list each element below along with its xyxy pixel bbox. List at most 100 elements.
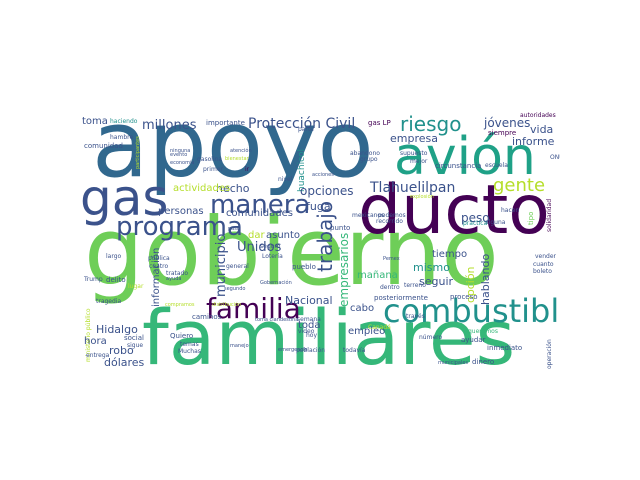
word-cabo: cabo <box>350 303 375 314</box>
word-gente: gente <box>493 175 546 196</box>
word-general: general <box>226 263 249 270</box>
word-pueblo: pueblo <box>292 263 316 271</box>
word-riesgo: riesgo <box>400 112 462 136</box>
word-empresa: empresa <box>390 132 438 145</box>
word-queremos: queremos <box>468 328 498 335</box>
word-informe: informe <box>512 135 555 148</box>
word-comunidad: comunidad <box>84 142 123 150</box>
word-manejo: manejo <box>230 343 249 349</box>
word-alguna: alguna <box>485 219 506 226</box>
word-largo: largo <box>106 253 122 260</box>
word-operacion: operación <box>546 339 553 369</box>
word-emergencia: emergencia <box>278 347 308 353</box>
word-podemos: podemos <box>378 212 406 219</box>
word-ayuda: ayuda <box>166 276 182 282</box>
word-punto: punto <box>330 224 351 232</box>
word-hablando: hablando <box>479 253 492 305</box>
word-robo: robo <box>109 344 134 357</box>
word-comunidades: comunidades <box>226 208 293 219</box>
word-publica: pública <box>148 255 170 262</box>
word-sigue: sigue <box>127 342 144 349</box>
word-dentro: dentro <box>380 284 400 291</box>
word-ayudar: ayudar <box>461 336 486 344</box>
word-terreno: terreno <box>404 282 426 289</box>
word-solidaridad: solidaridad <box>546 198 553 232</box>
word-participantes: participantes <box>135 136 141 169</box>
word-parte: parte <box>298 126 314 133</box>
word-social: social <box>124 334 144 342</box>
word-segundo: segundo <box>224 286 246 292</box>
word-evento: evento <box>170 152 188 158</box>
word-combustible: combustible <box>383 292 560 330</box>
word-gasolina: gasolina <box>197 156 223 163</box>
word-toma: toma <box>82 116 108 127</box>
word-seguir: seguir <box>419 275 454 288</box>
word-tlahuelilpan: Tlahuelilpan <box>370 180 456 196</box>
word-dolares: dólares <box>104 356 145 369</box>
word-practica: práctica <box>463 220 488 227</box>
word-cuatro: cuatro <box>149 263 169 270</box>
word-cloud: apoyo gobierno familiares ducto avión ga… <box>80 107 560 373</box>
word-escuela: escuela <box>485 162 508 169</box>
word-fuga: fuga <box>306 200 331 213</box>
word-ir: ir <box>245 166 250 173</box>
word-jovenes: jóvenes <box>484 116 531 130</box>
word-recorrido: recorrido <box>376 218 403 225</box>
word-mexicanos: mexicanos <box>352 212 385 219</box>
word-boleto: boleto <box>533 268 552 275</box>
word-acciones: acciones <box>312 172 334 178</box>
word-familia: familia <box>206 292 301 325</box>
word-gas: gas <box>80 169 169 227</box>
word-dinero: dinero <box>472 358 495 366</box>
word-entrega: entrega <box>86 352 110 359</box>
word-importante: importante <box>206 119 245 127</box>
word-proteccion-civil: Protección Civil <box>248 116 356 132</box>
word-actividades: actividades <box>173 183 231 194</box>
word-temas: temas <box>180 341 199 348</box>
word-compramos: compramos <box>165 302 195 308</box>
word-muchas: Muchas <box>178 348 201 355</box>
word-semana: semana <box>297 316 321 323</box>
word-familiares: familiares <box>142 293 516 374</box>
word-nacional: Nacional <box>285 294 333 307</box>
word-siempre: siempre <box>488 129 517 137</box>
word-tiempo: tiempo <box>432 249 468 260</box>
word-hacen: hacen <box>501 207 520 214</box>
word-manera: manera <box>210 190 311 220</box>
word-haciendo: haciendo <box>110 118 138 125</box>
word-unidos: Unidos <box>237 240 282 255</box>
word-empleo: empleo <box>348 326 386 337</box>
word-gas-lp: gas LP <box>368 119 391 127</box>
word-hambre: hambre <box>110 134 134 141</box>
word-delito: delito <box>106 276 126 284</box>
word-manana: mañana <box>357 270 398 281</box>
word-poblacion: población <box>296 347 326 354</box>
word-caminos: caminos <box>192 313 222 321</box>
word-autoridades: autoridades <box>520 112 556 119</box>
word-primer: primer <box>203 166 223 173</box>
word-nivel: nivel <box>278 176 293 183</box>
word-municipales: municipales <box>438 360 469 366</box>
word-tratado: tratado <box>166 270 189 277</box>
word-traves: través <box>406 313 425 320</box>
word-tome-clandestina: toma clandestina <box>255 317 299 323</box>
word-pemex: Pemex <box>383 256 400 262</box>
word-hecho: hecho <box>216 182 250 195</box>
word-toda: toda <box>298 320 321 331</box>
word-paso: paso <box>228 226 240 232</box>
word-personas: personas <box>158 206 204 217</box>
word-supuesto: supuesto <box>400 150 428 157</box>
word-grupo: grupo <box>360 156 378 163</box>
word-atencion: atención <box>230 148 252 154</box>
word-economia: economía <box>170 160 195 166</box>
word-inmediato: inmediato <box>487 344 523 352</box>
word-gobierno: gobierno <box>84 198 499 307</box>
word-mejor: mejor <box>410 158 428 165</box>
word-tragedia: tragedia <box>96 298 122 305</box>
word-dar: dar <box>248 230 265 241</box>
word-programa: programa <box>116 212 243 242</box>
word-apoyo: apoyo <box>92 107 374 198</box>
word-video: video <box>298 328 315 335</box>
word-tipo: tipo <box>527 211 535 225</box>
word-seguro: seguro <box>260 243 281 250</box>
